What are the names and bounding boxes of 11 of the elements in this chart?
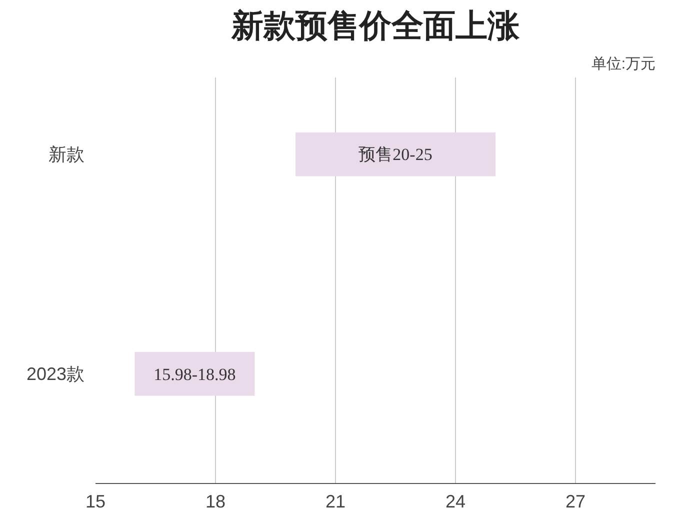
x-tick-label: 24 <box>445 492 466 510</box>
data-label: 15.98-18.98 <box>154 364 236 384</box>
x-tick-label: 21 <box>325 492 346 510</box>
x-tick-label: 18 <box>205 492 226 510</box>
chart-title: 新款预售价全面上涨 <box>230 8 520 44</box>
x-tick-label: 15 <box>85 492 106 510</box>
data-label: 预售20-25 <box>358 144 432 164</box>
x-tick-label: 27 <box>565 492 586 510</box>
y-tick-label: 2023款 <box>26 364 85 384</box>
y-tick-label: 新款 <box>48 144 84 164</box>
text: 单位:万元 <box>591 56 656 72</box>
